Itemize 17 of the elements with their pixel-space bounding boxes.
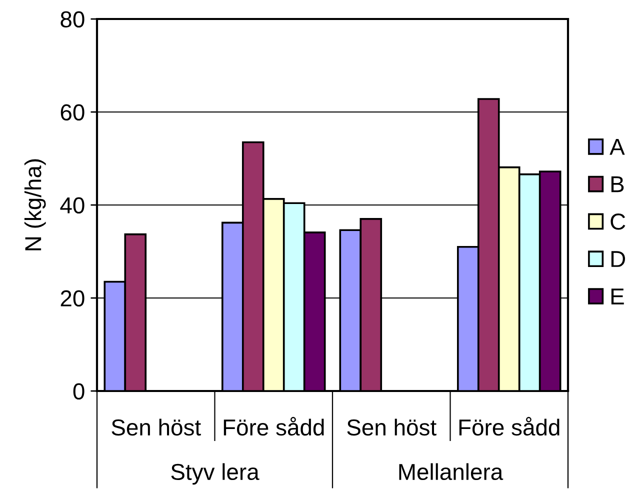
legend-label: C	[610, 214, 626, 230]
x-tick-label: Sen höst	[112, 418, 201, 436]
legend-label: A	[610, 138, 625, 155]
y-tick-label: 0	[73, 383, 84, 400]
legend-label: D	[611, 251, 626, 267]
y-tick-label: 40	[60, 197, 84, 214]
x-tick-label: Före sådd	[459, 416, 560, 436]
legend-label: E	[611, 288, 624, 304]
text: Mellanlera	[399, 463, 504, 480]
y-tick-label: 80	[60, 11, 84, 28]
text: Styv lera	[171, 463, 260, 485]
y-tick-label: 20	[60, 290, 84, 307]
x-tick-label: Före sådd	[224, 416, 324, 436]
x-tick-label: Sen höst	[347, 418, 436, 436]
legend-label: B	[611, 176, 624, 192]
y-tick-label: 60	[60, 104, 84, 121]
y-axis-title: N (kg/ha)	[24, 159, 46, 250]
